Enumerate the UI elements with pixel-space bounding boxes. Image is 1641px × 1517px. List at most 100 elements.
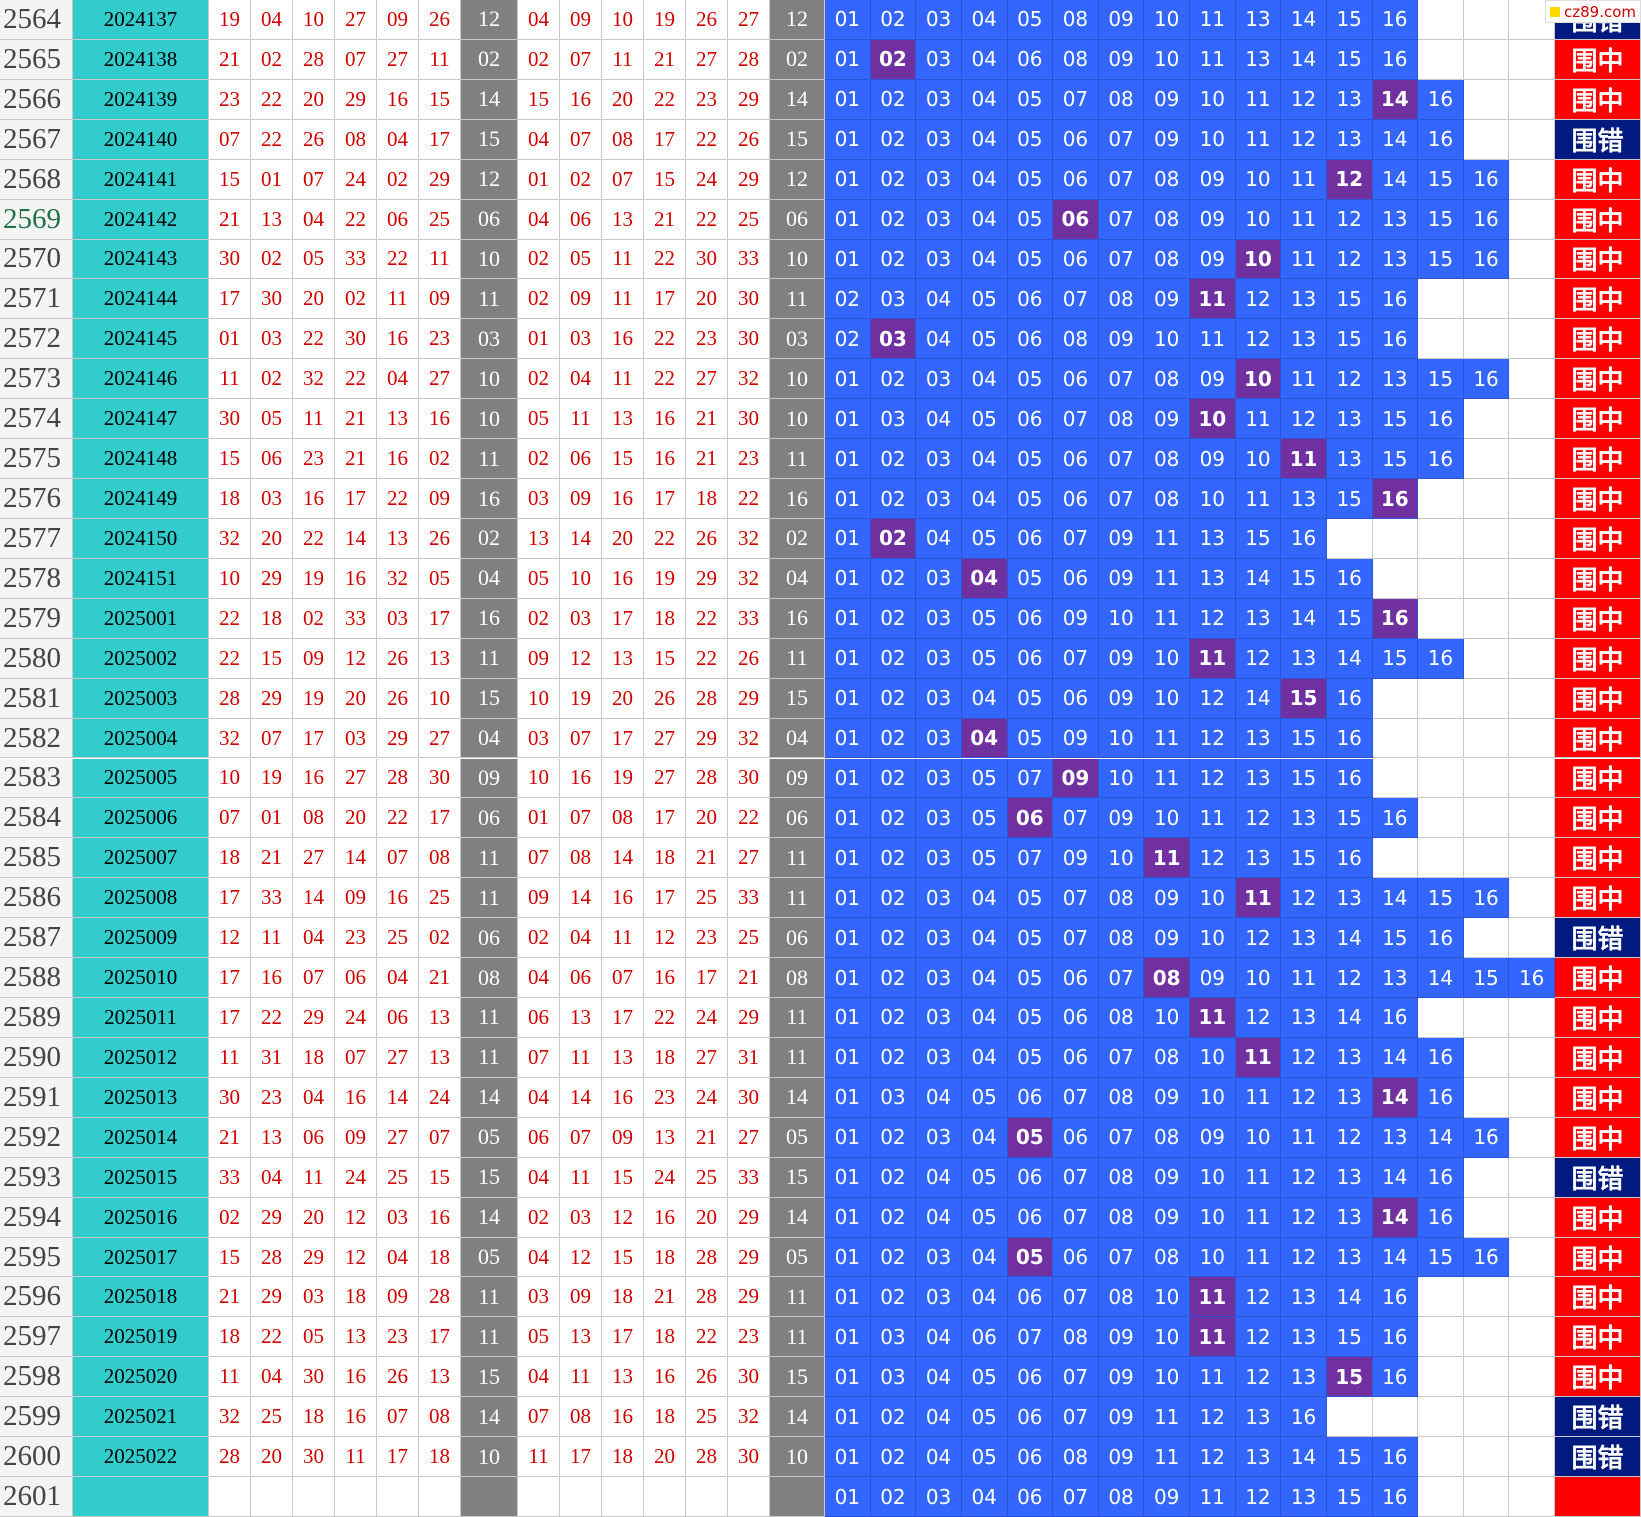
pool-number: 16 <box>1509 958 1555 998</box>
pool-number: 04 <box>916 319 962 360</box>
empty-cell <box>1463 798 1510 839</box>
issue-number: 2024141 <box>73 159 209 200</box>
pool-number: 12 <box>1235 998 1282 1038</box>
pool-number: 07 <box>1007 838 1054 879</box>
pool-number: 06 <box>1007 39 1054 80</box>
pool-number: 05 <box>1007 958 1054 998</box>
pool-number: 10 <box>1190 119 1236 160</box>
pool-number: 15 <box>1235 518 1282 559</box>
sorted-number: 20 <box>686 1197 728 1238</box>
sorted-number: 26 <box>728 119 770 160</box>
draw-number: 11 <box>419 39 461 80</box>
key-number: 11 <box>770 638 825 679</box>
draw-number: 25 <box>251 1397 293 1438</box>
key-number: 06 <box>461 199 518 240</box>
result-cell: 围中 <box>1555 878 1641 919</box>
pool-number: 10 <box>1190 1157 1236 1198</box>
pool-number: 06 <box>1007 1077 1054 1118</box>
pool-number: 08 <box>1098 79 1145 120</box>
sorted-number: 22 <box>686 199 728 240</box>
draw-number: 27 <box>335 758 377 799</box>
issue-number: 2025017 <box>73 1237 209 1278</box>
pool-number-hit: 11 <box>1190 1317 1236 1358</box>
draw-number: 17 <box>419 798 461 839</box>
draw-number: 17 <box>209 878 251 919</box>
draw-number: 11 <box>419 239 461 280</box>
draw-number: 16 <box>293 758 335 799</box>
empty-cell <box>1372 1397 1419 1438</box>
pool-number: 07 <box>1053 918 1099 959</box>
empty-cell <box>1463 718 1510 759</box>
pool-number: 03 <box>870 399 917 440</box>
sorted-number: 09 <box>560 479 602 519</box>
pool-number: 02 <box>870 1157 917 1198</box>
empty-cell <box>1418 319 1464 360</box>
draw-number: 05 <box>419 558 461 599</box>
key-number: 05 <box>770 1117 825 1158</box>
sorted-number: 09 <box>560 0 602 40</box>
pool-number: 16 <box>1372 998 1419 1038</box>
result-cell: 围错 <box>1555 1397 1641 1438</box>
empty-cell <box>1509 1437 1555 1478</box>
sorted-number: 28 <box>686 678 728 719</box>
pool-number: 10 <box>1190 878 1236 919</box>
pool-number: 11 <box>1144 718 1190 759</box>
empty-cell <box>1463 79 1510 120</box>
sorted-number: 13 <box>518 518 560 559</box>
pool-number: 06 <box>1007 638 1054 679</box>
pool-number: 14 <box>1372 159 1419 200</box>
pool-number: 03 <box>870 1317 917 1358</box>
pool-number: 04 <box>961 1277 1008 1318</box>
issue-number: 2024137 <box>73 0 209 40</box>
empty-cell <box>1418 1477 1464 1517</box>
draw-number: 21 <box>251 838 293 879</box>
sorted-number: 28 <box>686 1437 728 1478</box>
pool-number: 12 <box>1190 758 1236 799</box>
key-number: 06 <box>461 798 518 839</box>
draw-number: 08 <box>293 798 335 839</box>
sorted-number: 07 <box>560 798 602 839</box>
row-number: 2585 <box>0 838 73 879</box>
sorted-number: 26 <box>728 638 770 679</box>
key-number: 03 <box>461 319 518 360</box>
draw-number: 16 <box>293 479 335 519</box>
issue-number: 2024144 <box>73 279 209 320</box>
pool-number: 01 <box>825 758 871 799</box>
row-number: 2587 <box>0 918 73 959</box>
draw-number: 03 <box>251 479 293 519</box>
pool-number: 14 <box>1326 918 1373 959</box>
draw-number: 07 <box>209 119 251 160</box>
result-cell: 围中 <box>1555 1117 1641 1158</box>
row-number: 2596 <box>0 1277 73 1318</box>
sorted-number: 02 <box>518 918 560 959</box>
pool-number: 14 <box>1372 878 1419 919</box>
pool-number: 16 <box>1463 1117 1510 1158</box>
pool-number: 11 <box>1144 518 1190 559</box>
pool-number: 15 <box>1326 319 1373 360</box>
pool-number: 04 <box>961 958 1008 998</box>
draw-number: 15 <box>209 439 251 480</box>
draw-number: 13 <box>377 518 419 559</box>
draw-number: 26 <box>419 0 461 40</box>
result-cell: 围中 <box>1555 1357 1641 1398</box>
draw-number: 25 <box>377 918 419 959</box>
pool-number: 15 <box>1418 878 1464 919</box>
empty-cell <box>1509 918 1555 959</box>
pool-number: 11 <box>1190 798 1236 839</box>
draw-number: 08 <box>335 119 377 160</box>
pool-number: 14 <box>1372 1157 1419 1198</box>
pool-number: 16 <box>1418 1077 1464 1118</box>
result-cell: 围中 <box>1555 558 1641 599</box>
pool-number: 08 <box>1053 0 1099 40</box>
pool-number: 11 <box>1144 1397 1190 1438</box>
pool-number: 03 <box>916 638 962 679</box>
pool-number: 02 <box>870 758 917 799</box>
empty-cell <box>1509 399 1555 440</box>
sorted-number: 05 <box>518 1317 560 1358</box>
sorted-number: 15 <box>602 1237 644 1278</box>
draw-number: 02 <box>251 239 293 280</box>
pool-number: 01 <box>825 718 871 759</box>
pool-number: 10 <box>1098 718 1145 759</box>
empty-cell <box>1326 1397 1373 1438</box>
pool-number: 02 <box>870 998 917 1038</box>
